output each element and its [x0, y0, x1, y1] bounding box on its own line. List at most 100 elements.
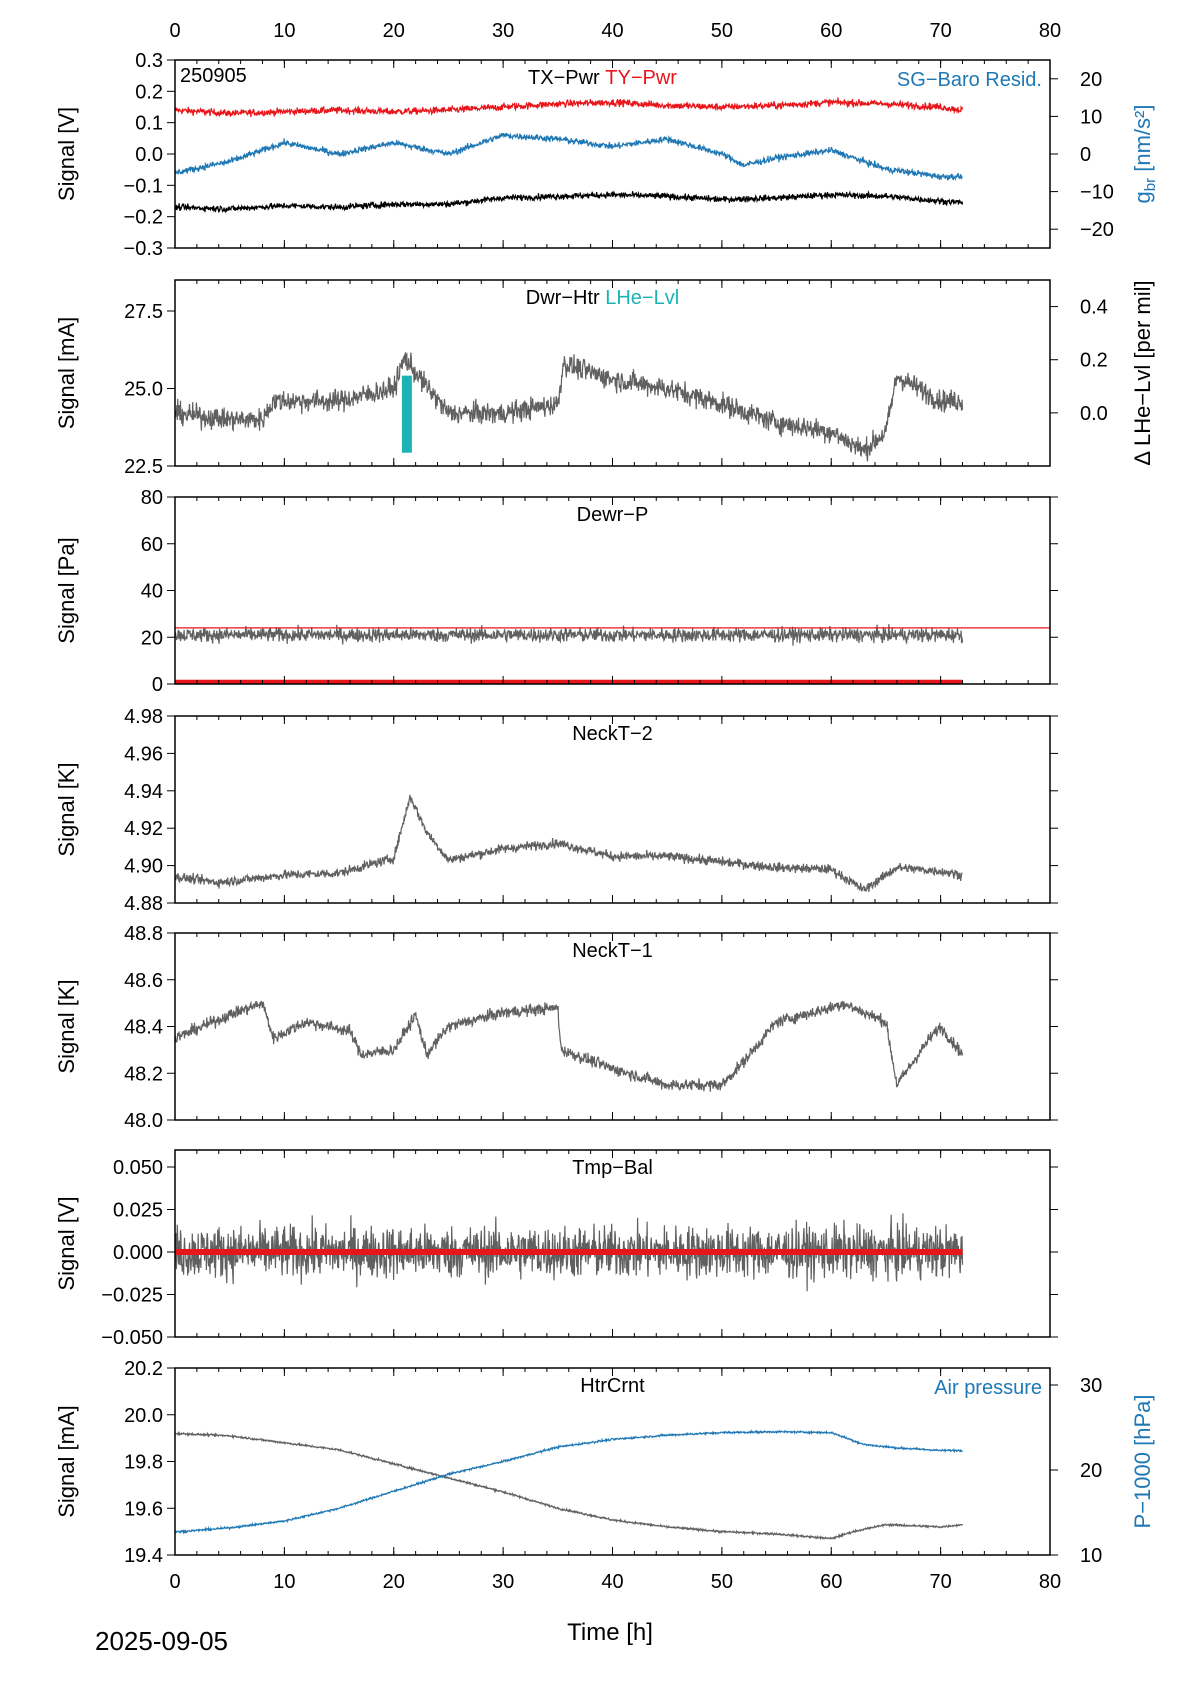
series-line-1: [175, 1430, 964, 1541]
y-tick-label: 48.2: [124, 1063, 163, 1085]
panel-title: Dewr−P: [577, 504, 649, 526]
y-tick-label: 0.1: [135, 113, 163, 135]
top-x-tick-label: 50: [711, 20, 733, 42]
panel-1: −0.3 −0.2 −0.1 0.0 0.1 0.2 0.3 Signal [V] −20 −10…: [54, 50, 1159, 260]
y-tick-label: 19.6: [124, 1498, 163, 1520]
series-line-1: [175, 624, 964, 646]
y-tick-label: 0.3: [135, 50, 163, 72]
right-y-tick-label: 20: [1080, 1460, 1102, 1482]
bottom-x-tick-label: 0: [169, 1571, 180, 1593]
bottom-x-tick-label: 20: [383, 1571, 405, 1593]
right-axis-label: P−1000 [hPa]: [1130, 1395, 1155, 1529]
top-x-tick-label: 80: [1039, 20, 1061, 42]
y-tick-label: 48.8: [124, 923, 163, 945]
bottom-x-tick-label: 10: [273, 1571, 295, 1593]
top-x-tick-label: 10: [273, 20, 295, 42]
y-axis-label: Signal [Pa]: [54, 537, 79, 643]
y-tick-label: 25.0: [124, 379, 163, 401]
y-tick-label: 0.050: [113, 1157, 163, 1179]
right-title: SG−Baro Resid.: [897, 69, 1042, 91]
y-tick-label: 80: [141, 487, 163, 509]
plot-area: [175, 1000, 964, 1092]
series-line-2: [175, 1429, 963, 1535]
right-axis-label: gbr [nm/s²]: [1130, 105, 1159, 204]
series-line-1: [175, 794, 963, 892]
y-tick-label: 19.4: [124, 1545, 163, 1567]
panel-title: HtrCrnt: [580, 1375, 645, 1397]
y-tick-label: 4.88: [124, 893, 163, 915]
y-tick-label: 40: [141, 581, 163, 603]
y-axis-label: Signal [V]: [54, 107, 79, 201]
right-y-tick-label: 30: [1080, 1375, 1102, 1397]
panel-3: 0 20 40 60 80 Signal [Pa] Dewr−P: [54, 487, 1058, 696]
plot-area: [175, 1429, 964, 1541]
series-line-1: [175, 352, 964, 462]
right-y-tick-label: 0: [1080, 144, 1091, 166]
plot-area: [175, 624, 1050, 684]
panel-title: Dwr−Htr LHe−Lvl: [526, 287, 679, 309]
panel-6: −0.050 −0.025 0.000 0.025 0.050 Signal [V] Tmp…: [54, 1149, 1058, 1349]
top-x-tick-label: 30: [492, 20, 514, 42]
y-tick-label: 4.94: [124, 781, 163, 803]
y-axis-label: Signal [K]: [54, 979, 79, 1073]
top-x-tick-label: 70: [930, 20, 952, 42]
right-axis-label: Δ LHe−Lvl [per mil]: [1130, 280, 1155, 465]
corner-label: 250905: [180, 65, 247, 87]
y-tick-label: 0.2: [135, 81, 163, 103]
y-tick-label: 48.0: [124, 1110, 163, 1132]
panel-7: 19.4 19.6 19.8 20.0 20.2 Signal [mA] 10 20 30 P−1…: [54, 1358, 1155, 1567]
y-tick-label: 19.8: [124, 1452, 163, 1474]
right-y-tick-label: 0.2: [1080, 350, 1108, 372]
right-y-tick-label: −20: [1080, 219, 1114, 241]
y-tick-label: 0.0: [135, 144, 163, 166]
bottom-x-tick-label: 30: [492, 1571, 514, 1593]
panel-5: 48.0 48.2 48.4 48.6 48.8 Signal [K] NeckT−1: [54, 923, 1058, 1132]
bottom-x-tick-label: 80: [1039, 1571, 1061, 1593]
y-axis-label: Signal [V]: [54, 1196, 79, 1290]
y-tick-label: −0.050: [101, 1327, 163, 1349]
y-tick-label: 4.96: [124, 743, 163, 765]
right-y-tick-label: 20: [1080, 69, 1102, 91]
y-tick-label: −0.1: [124, 175, 163, 197]
series-line-2: [175, 132, 963, 182]
right-y-tick-label: 10: [1080, 1545, 1102, 1567]
panel-2: 22.5 25.0 27.5 Signal [mA] 0.0 0.2 0.4 Δ LHe−Lv…: [54, 279, 1155, 478]
top-x-tick-label: 0: [169, 20, 180, 42]
top-x-tick-label: 60: [820, 20, 842, 42]
y-tick-label: −0.3: [124, 238, 163, 260]
right-y-tick-label: −10: [1080, 182, 1114, 204]
panel-title: TX−Pwr TY−Pwr: [528, 67, 677, 89]
right-y-tick-label: 0.4: [1080, 297, 1108, 319]
plot-area: [175, 1213, 964, 1292]
y-tick-label: 48.4: [124, 1017, 163, 1039]
y-tick-label: 60: [141, 534, 163, 556]
bottom-x-tick-label: 40: [601, 1571, 623, 1593]
y-tick-label: 0: [152, 674, 163, 696]
y-tick-label: 4.92: [124, 818, 163, 840]
panels: −0.3 −0.2 −0.1 0.0 0.1 0.2 0.3 Signal [V] −20 −10…: [54, 50, 1159, 1567]
y-tick-label: 0.025: [113, 1200, 163, 1222]
series-line-1: [175, 1000, 964, 1092]
series-line-1: [175, 1213, 964, 1292]
bar-mark: [401, 375, 412, 453]
plot-area: [175, 794, 963, 892]
top-x-tick-label: 40: [601, 20, 623, 42]
panel-title: NeckT−2: [572, 723, 653, 745]
y-tick-label: 4.90: [124, 856, 163, 878]
bottom-x-tick-label: 60: [820, 1571, 842, 1593]
x-axis: 0 0 10 10 20 20 30 30 40 40 50 50 60 60 70 70 80 80: [169, 20, 1061, 1593]
panel-4: 4.88 4.90 4.92 4.94 4.96 4.98 Signal [K] NeckT−…: [54, 706, 1058, 915]
y-tick-label: 48.6: [124, 970, 163, 992]
y-tick-label: 22.5: [124, 456, 163, 478]
date-label: 2025-09-05: [95, 1626, 228, 1656]
right-y-tick-label: 0.0: [1080, 403, 1108, 425]
plot-area: [175, 352, 964, 462]
y-tick-label: 27.5: [124, 301, 163, 323]
bottom-x-tick-label: 70: [930, 1571, 952, 1593]
plot-area: [175, 97, 964, 214]
y-tick-label: 0.000: [113, 1242, 163, 1264]
x-axis-label: Time [h]: [567, 1619, 653, 1646]
right-y-tick-label: 10: [1080, 106, 1102, 128]
series-line-3: [175, 190, 964, 214]
